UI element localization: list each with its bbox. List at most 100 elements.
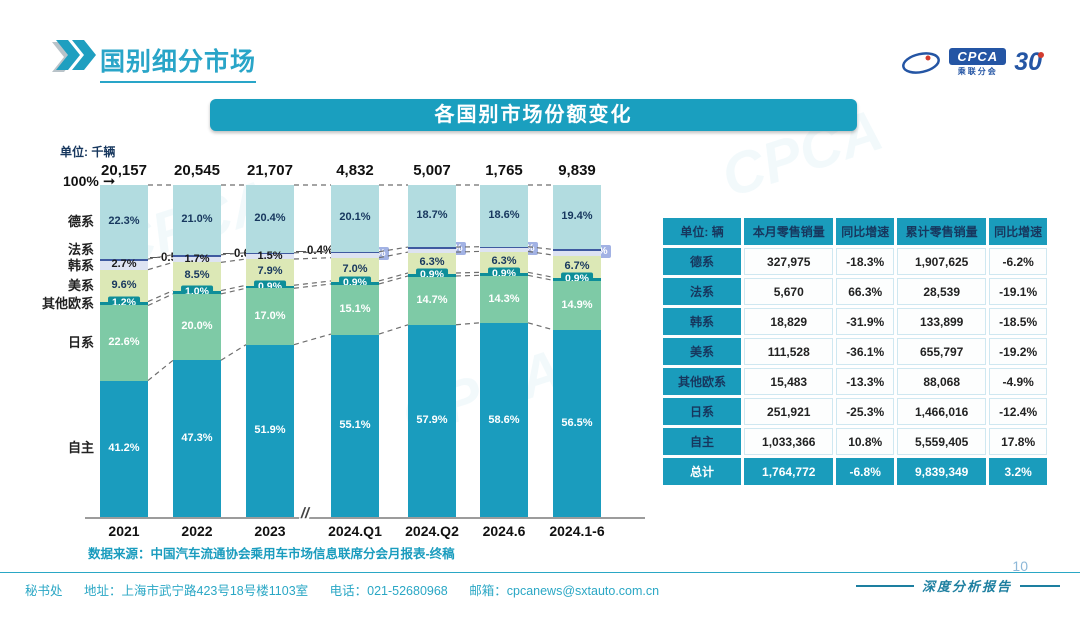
value-cell: 17.8% bbox=[989, 428, 1047, 455]
segment-自主[interactable]: 47.3% bbox=[173, 360, 221, 518]
segment-自主[interactable]: 56.5% bbox=[553, 330, 601, 518]
table-header-row: 单位: 辆本月零售销量 同比增速 累计零售销量 同比增速 bbox=[663, 218, 1047, 245]
value-cell: 9,839,349 bbox=[897, 458, 987, 485]
table-row-法系: 法系 5,670 66.3% 28,539 -19.1% bbox=[663, 278, 1047, 305]
value-cell: 本月零售销量 bbox=[744, 218, 834, 245]
value-cell: 66.3% bbox=[836, 278, 895, 305]
value-cell: -18.5% bbox=[989, 308, 1047, 335]
segment-韩系[interactable] bbox=[480, 248, 528, 252]
segment-法系[interactable] bbox=[331, 251, 379, 254]
segment-value-label: 7.0% bbox=[342, 262, 368, 275]
value-cell: 1,764,772 bbox=[744, 458, 834, 485]
footer-email[interactable]: 邮箱：cpcanews@sxtauto.com.cn bbox=[469, 584, 660, 598]
segment-德系[interactable]: 18.6% bbox=[480, 185, 528, 247]
segment-value-label: 14.3% bbox=[488, 292, 520, 305]
table-total-row: 总计 1,764,772 -6.8% 9,839,349 3.2% bbox=[663, 458, 1047, 485]
value-cell: 同比增速 bbox=[989, 218, 1047, 245]
value-cell: -36.1% bbox=[836, 338, 895, 365]
segment-自主[interactable]: 51.9% bbox=[246, 344, 294, 518]
page-number: 10 bbox=[1012, 558, 1028, 574]
value-cell: 133,899 bbox=[897, 308, 987, 335]
row-label-cell: 美系 bbox=[663, 338, 742, 365]
segment-德系[interactable]: 22.3% bbox=[100, 185, 148, 260]
category-label-1: 德系 bbox=[67, 214, 94, 229]
segment-value-label: 20.4% bbox=[254, 211, 286, 224]
x-axis-label-2024.Q2: 2024.Q2 bbox=[405, 523, 459, 539]
segment-法系[interactable] bbox=[480, 246, 528, 249]
value-cell: -19.2% bbox=[989, 338, 1047, 365]
stacked-bar-2024.Q2[interactable]: 18.7% 6.3% 0.9% 14.7% 57.9% bbox=[408, 185, 456, 518]
segment-value-label: 56.5% bbox=[561, 417, 593, 430]
segment-value-label: 19.4% bbox=[561, 210, 593, 223]
segment-法系[interactable] bbox=[173, 254, 221, 257]
segment-value-label: 6.7% bbox=[564, 259, 590, 272]
segment-value-label: 55.1% bbox=[339, 419, 371, 432]
deco-line bbox=[855, 584, 914, 587]
stacked-bar-2023[interactable]: 20.4% 1.5% 7.9% 0.9% 17.0% 51.9% bbox=[246, 185, 294, 518]
segment-value-label: 18.6% bbox=[488, 208, 520, 221]
footer-divider bbox=[0, 572, 1080, 573]
segment-韩系[interactable] bbox=[408, 248, 456, 253]
segment-韩系[interactable] bbox=[331, 253, 379, 259]
segment-value-label: 20.0% bbox=[181, 320, 213, 333]
segment-value-label: 6.3% bbox=[491, 255, 517, 268]
segment-韩系[interactable] bbox=[553, 251, 601, 256]
segment-自主[interactable]: 57.9% bbox=[408, 325, 456, 518]
bar-total-label: 20,545 bbox=[174, 162, 220, 179]
segment-法系[interactable] bbox=[100, 259, 148, 261]
x-axis-label-2021: 2021 bbox=[108, 523, 140, 539]
stacked-bar-2021[interactable]: 22.3% 2.7% 9.6% 1.2% 22.6% 41.2% bbox=[100, 185, 148, 518]
segment-德系[interactable]: 20.4% bbox=[246, 185, 294, 253]
bar-total-label: 21,707 bbox=[247, 162, 293, 179]
segment-value-label: 17.0% bbox=[254, 309, 286, 322]
segment-德系[interactable]: 21.0% bbox=[173, 185, 221, 255]
segment-日系[interactable]: 20.0% bbox=[173, 293, 221, 361]
row-label-cell: 法系 bbox=[663, 278, 742, 305]
chart-title: 各国别市场份额变化 bbox=[210, 99, 857, 131]
segment-日系[interactable]: 17.0% bbox=[246, 288, 294, 345]
row-label-cell: 总计 bbox=[663, 458, 742, 485]
segment-日系[interactable]: 14.3% bbox=[480, 275, 528, 324]
stacked-bar-2022[interactable]: 21.0% 1.7% 8.5% 1.0% 20.0% 47.3% bbox=[173, 185, 221, 518]
segment-日系[interactable]: 22.6% bbox=[100, 305, 148, 381]
segment-value-label: 15.1% bbox=[339, 302, 371, 315]
axis-break-mark: // bbox=[298, 505, 312, 522]
cpca-logo: CPCA 乘联分会 bbox=[949, 48, 1007, 77]
value-cell: 10.8% bbox=[836, 428, 895, 455]
segment-自主[interactable]: 55.1% bbox=[331, 334, 379, 518]
segment-日系[interactable]: 14.9% bbox=[553, 280, 601, 331]
bar-total-label: 1,765 bbox=[485, 162, 523, 179]
table-row-美系: 美系 111,528 -36.1% 655,797 -19.2% bbox=[663, 338, 1047, 365]
segment-德系[interactable]: 18.7% bbox=[408, 185, 456, 248]
segment-日系[interactable]: 14.7% bbox=[408, 276, 456, 326]
stacked-bar-2024.1-6[interactable]: 19.4% 6.7% 0.9% 14.9% 56.5% bbox=[553, 185, 601, 518]
value-cell: 1,907,625 bbox=[897, 248, 987, 275]
category-label-3: 韩系 bbox=[67, 258, 94, 273]
segment-自主[interactable]: 58.6% bbox=[480, 323, 528, 518]
segment-value-label: 21.0% bbox=[181, 212, 213, 225]
segment-日系[interactable]: 15.1% bbox=[331, 284, 379, 335]
table-row-自主: 自主 1,033,366 10.8% 5,559,405 17.8% bbox=[663, 428, 1047, 455]
stacked-bar-2024.Q1[interactable]: 20.1% 7.0% 0.9% 15.1% 55.1% bbox=[331, 185, 379, 518]
segment-value-label: 18.7% bbox=[416, 209, 448, 222]
callout-leader-line bbox=[223, 253, 233, 255]
segment-德系[interactable]: 20.1% bbox=[331, 185, 379, 252]
value-cell: -13.3% bbox=[836, 368, 895, 395]
segment-韩系[interactable]: 2.7% bbox=[100, 258, 148, 270]
segment-法系[interactable] bbox=[408, 247, 456, 249]
segment-德系[interactable]: 19.4% bbox=[553, 185, 601, 250]
header-logos: CPCA 乘联分会 30 bbox=[901, 48, 1044, 77]
x-axis-line bbox=[85, 517, 645, 519]
stacked-bar-2024.6[interactable]: 18.6% 6.3% 0.9% 14.3% 58.6% bbox=[480, 185, 528, 518]
segment-法系[interactable] bbox=[553, 249, 601, 251]
row-label-cell: 德系 bbox=[663, 248, 742, 275]
bar-total-label: 20,157 bbox=[101, 162, 147, 179]
x-axis-label-2022: 2022 bbox=[181, 523, 213, 539]
segment-法系[interactable] bbox=[246, 252, 294, 255]
value-cell: -12.4% bbox=[989, 398, 1047, 425]
segment-value-label: 8.5% bbox=[184, 269, 210, 282]
data-source-note: 数据来源：中国汽车流通协会乘用车市场信息联席分会月报表-终稿 bbox=[88, 547, 455, 561]
segment-自主[interactable]: 41.2% bbox=[100, 380, 148, 518]
segment-value-label: 58.6% bbox=[488, 413, 520, 426]
value-cell: 3.2% bbox=[989, 458, 1047, 485]
